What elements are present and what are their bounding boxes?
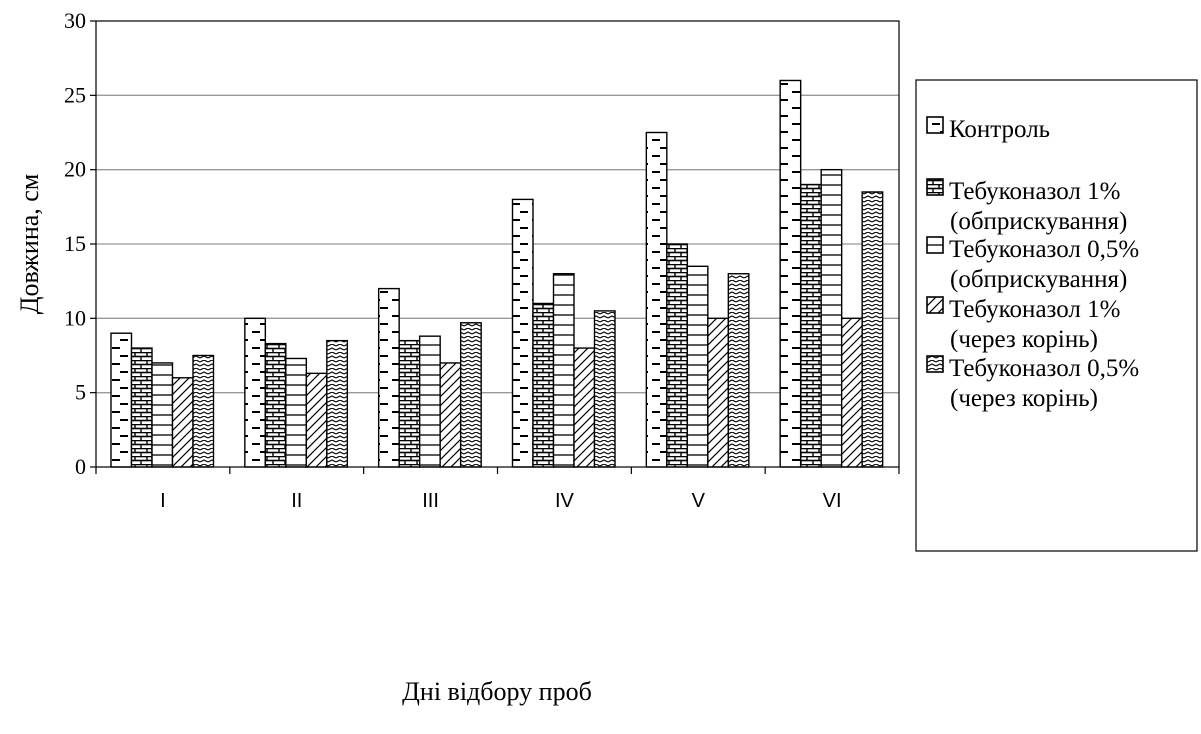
legend-swatch [926,178,944,196]
x-tick-label: II [291,490,302,512]
bar [151,362,174,468]
x-axis-title: Дні відбору проб [402,677,592,706]
bar [686,265,709,468]
bar [727,273,750,468]
legend-label: Тебуконазол 1% [949,296,1120,323]
bar [779,79,802,468]
bar [840,317,863,468]
bar [459,322,482,468]
bar [861,191,884,468]
bar [573,347,596,468]
bar [439,362,462,468]
legend-box [915,79,1198,552]
bar [398,339,421,468]
bar [593,310,616,468]
legend-swatch [926,236,944,254]
legend-label: Тебуконазол 0,5% [949,236,1139,263]
y-tick-label: 25 [64,82,86,107]
bar [285,357,308,468]
y-tick-label: 20 [64,157,86,182]
y-tick-label: 10 [64,305,86,330]
bar [645,131,668,468]
legend-label: Контроль [949,116,1050,143]
y-tick-label: 0 [75,454,86,479]
y-tick-labels: 0 5 10 15 20 25 30 [64,8,96,479]
legend-label: (через корінь) [950,385,1098,412]
legend-label: Тебуконазол 1% [949,178,1120,205]
x-tick-labels: I II III IV V VI [95,467,900,512]
bar [110,332,133,468]
y-tick-label: 15 [64,231,86,256]
x-tick-label: IV [555,490,575,512]
x-tick-label: VI [823,490,842,512]
y-tick-label: 5 [75,380,86,405]
legend-label: Тебуконазол 0,5% [949,355,1139,382]
bar [666,243,689,468]
legend-swatch [926,116,944,134]
x-tick-label: V [692,490,706,512]
bar [130,347,153,468]
legend-label: (через корінь) [950,326,1098,353]
bar [377,287,400,468]
bar [171,377,194,468]
bar [264,342,287,468]
legend-label: (обприскування) [950,266,1127,293]
legend-swatch [926,296,944,314]
bar [326,339,349,468]
bar [305,372,328,468]
legend-label: (обприскування) [950,208,1127,235]
bar [707,317,730,468]
gridlines [96,94,899,394]
bar [244,317,267,468]
y-tick-label: 30 [64,8,86,33]
bar [820,168,843,468]
bar [532,302,555,468]
legend-swatch [926,355,944,373]
bar [511,198,534,468]
bar [799,183,822,468]
x-tick-label: I [160,490,166,512]
bars [110,79,884,468]
y-axis-title: Довжина, см [15,174,44,315]
bar [418,335,441,468]
bar [192,354,215,468]
x-tick-label: III [422,490,439,512]
bar [552,273,575,468]
